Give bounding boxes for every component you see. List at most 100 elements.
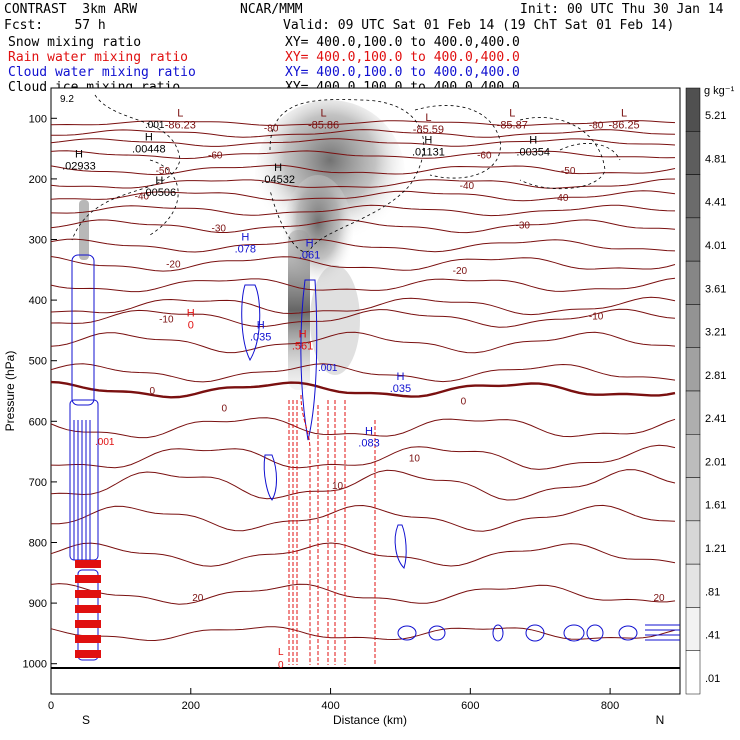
temperature-contour-line [50, 542, 676, 567]
extremum-marker: L [321, 107, 327, 119]
colorbar-swatch [685, 477, 701, 522]
temperature-contour-line [50, 150, 676, 160]
temperature-contour-line [50, 178, 676, 189]
extremum-marker: H [187, 307, 195, 319]
extremum-marker: L [177, 107, 183, 119]
y-tick-label: 1000 [23, 659, 47, 671]
extremum-value: .00354 [516, 147, 550, 159]
colorbar-label: 2.01 [705, 456, 726, 468]
temperature-contour-label: -60 [208, 151, 223, 162]
temperature-contour-line [50, 444, 676, 470]
extremum-marker: H [529, 135, 537, 147]
extremum-marker: H [365, 426, 373, 438]
temperature-contour-label: 10 [409, 454, 421, 465]
cloud-ice-contours [71, 94, 621, 253]
x-tick-label: 800 [601, 700, 619, 712]
misc-label: 0 [278, 660, 284, 671]
x-tick-label: 0 [48, 700, 54, 712]
temperature-contour-label: -20 [166, 260, 181, 271]
colorbar-swatch [685, 304, 701, 348]
low-level-cells [397, 624, 680, 642]
extremum-marker: H [241, 232, 249, 244]
x-end-label-north: N [656, 713, 665, 727]
colorbar-swatch [685, 174, 701, 219]
extremum-value: -86.25 [608, 119, 639, 131]
temperature-contour-label: -80 [589, 120, 604, 131]
misc-label: 9.2 [60, 94, 74, 105]
distance-axis: 0 200 400 600 800 [48, 688, 619, 712]
colorbar-swatch [685, 563, 701, 608]
colorbar-swatch [685, 650, 701, 695]
temperature-contour-label: 0 [461, 397, 467, 408]
extremum-value: .00506 [142, 187, 176, 199]
field-xy-rain: XY= 400.0,100.0 to 400.0,400.0 [285, 50, 520, 65]
colorbar-label: 4.41 [705, 197, 726, 209]
y-tick-label: 600 [29, 416, 47, 428]
center-title: NCAR/MMM [240, 2, 303, 17]
colorbar-swatch [685, 607, 701, 651]
colorbar-label: 1.61 [705, 500, 726, 512]
temperature-contour-line [50, 469, 676, 501]
temperature-contour-label: -80 [264, 123, 279, 134]
x-axis-title: Distance (km) [333, 713, 407, 727]
colorbar-swatch [685, 87, 701, 132]
temperature-contour-label: -30 [212, 223, 227, 234]
temperature-contour-line [50, 256, 676, 272]
temperature-contour-line [50, 277, 676, 293]
contour-labels: -80 -80 -60 -60 -50 -50 -40 -40 -40 -30 -30 -20 -20 -… [60, 94, 665, 671]
temperature-contour-label: -20 [453, 266, 468, 277]
extremum-marker: H [145, 132, 153, 144]
forecast-hour: Fcst: 57 h [4, 18, 106, 33]
field-name-rain: Rain water mixing ratio [8, 50, 189, 65]
colorbar-swatch [685, 434, 701, 478]
y-axis-title: Pressure (hPa) [3, 351, 17, 432]
extremum-value: .01131 [412, 147, 445, 159]
temperature-contour-label: 0 [222, 403, 228, 414]
temperature-contour-line [50, 296, 676, 316]
rain-water-contours [288, 394, 376, 665]
temperature-contour-label: -40 [554, 193, 569, 204]
y-tick-label: 800 [29, 538, 47, 550]
temperature-contour-line [50, 190, 676, 202]
extremum-marker: H [155, 175, 163, 187]
extremum-value: .035 [250, 331, 271, 343]
extremum-marker: H [396, 371, 404, 383]
colorbar-label: 3.61 [705, 283, 726, 295]
extremum-value: .061 [299, 250, 320, 262]
extremum-value: .561 [292, 341, 313, 353]
temperature-contour-label: -10 [589, 311, 604, 322]
extremum-value: .083 [358, 438, 379, 450]
colorbar-label: 4.81 [705, 153, 726, 165]
extremum-value: .04532 [261, 174, 295, 186]
field-name-snow: Snow mixing ratio [8, 35, 142, 50]
temperature-contour-label: 20 [653, 593, 665, 604]
extremum-marker: H [274, 162, 282, 174]
y-tick-label: 100 [29, 113, 47, 125]
temperature-contour-label: -40 [135, 191, 150, 202]
colorbar: 5.21 4.81 4.41 4.01 3.61 3.21 2.81 2.41 2.01 1.61… [685, 87, 726, 695]
extremum-marker: L [509, 107, 515, 119]
extremum-marker: H [424, 135, 432, 147]
y-tick-label: 700 [29, 477, 47, 489]
model-title: CONTRAST 3km ARW [4, 2, 138, 17]
extremum-value: .02933 [62, 161, 96, 173]
x-tick-label: 600 [461, 700, 479, 712]
extremum-value: .035 [390, 383, 411, 395]
extremum-marker: H [299, 329, 307, 341]
y-tick-label: 400 [29, 295, 47, 307]
colorbar-label: .01 [705, 673, 720, 685]
temperature-contour-line [50, 504, 676, 532]
temperature-contour-line [50, 120, 676, 127]
temperature-contour-line [51, 129, 676, 138]
temperature-contour-line [50, 331, 676, 354]
colorbar-swatch [685, 217, 701, 262]
misc-label: .001 [318, 363, 338, 374]
x-tick-label: 200 [182, 700, 200, 712]
colorbar-swatch [685, 520, 701, 565]
y-tick-label: 300 [29, 235, 47, 247]
extremum-marker: H [75, 149, 83, 161]
init-time: Init: 00 UTC Thu 30 Jan 14 [520, 2, 724, 17]
colorbar-label: 5.21 [705, 110, 726, 122]
colorbar-label: 2.41 [705, 413, 726, 425]
colorbar-label: 1.21 [705, 543, 726, 555]
